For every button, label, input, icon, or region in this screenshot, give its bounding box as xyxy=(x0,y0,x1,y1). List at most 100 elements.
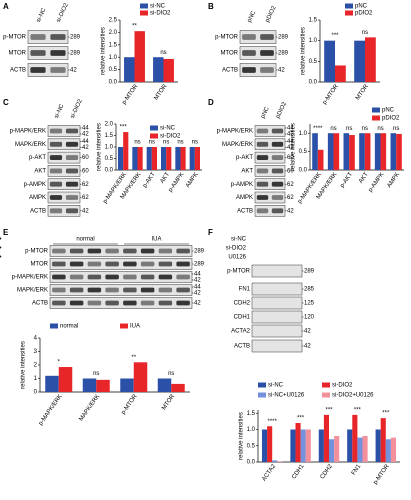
row-label: p-AMPK xyxy=(24,182,46,188)
bar xyxy=(312,133,318,170)
x-tick-label: p-AMPK xyxy=(368,172,386,194)
band xyxy=(49,155,63,161)
y-tick-label: 1.0 xyxy=(105,145,114,151)
row-label: MAPK/ERK xyxy=(222,142,253,148)
row-label: p-AKT xyxy=(29,155,46,161)
bar xyxy=(375,429,381,462)
bar xyxy=(58,367,73,392)
bar xyxy=(324,40,335,82)
bar xyxy=(359,133,365,170)
treatment-sign: - xyxy=(0,255,1,261)
legend-swatch xyxy=(258,392,266,398)
y-tick-label: 2.5 xyxy=(109,18,118,24)
y-tick-label: 1.5 xyxy=(309,18,318,24)
significance: ns xyxy=(393,126,399,132)
bar xyxy=(137,147,143,170)
size-label: 62 xyxy=(287,195,294,201)
legend-swatch xyxy=(140,10,148,16)
band xyxy=(256,128,269,134)
band xyxy=(271,128,284,134)
row-label: MTOR xyxy=(8,51,26,57)
x-tick-label: AMPK xyxy=(386,172,401,189)
blot-frame xyxy=(47,125,81,137)
band xyxy=(69,248,84,254)
significance: ns xyxy=(160,50,166,56)
bar xyxy=(194,147,200,170)
legend-label: si-DIO2 xyxy=(160,134,181,140)
y-tick-label: 4 xyxy=(34,336,38,342)
panel-label: A xyxy=(3,2,9,11)
legend-swatch xyxy=(258,382,266,388)
band xyxy=(50,67,66,73)
bar xyxy=(334,436,340,462)
size-label: 42 xyxy=(278,68,285,74)
group-label: IUA xyxy=(151,237,161,243)
size-label: 42 xyxy=(304,344,311,350)
legend-label: si-DIO2+U0126 xyxy=(332,393,374,399)
row-label: p-AKT xyxy=(236,155,253,161)
blot-frame xyxy=(47,138,81,151)
row-label: p-MAPK/ERK xyxy=(10,129,46,135)
band xyxy=(87,261,102,267)
x-tick-label: p-MAPK/ERK xyxy=(38,394,64,427)
x-tick-label: p-MTOR xyxy=(121,393,139,416)
size-label: 42 xyxy=(194,278,201,284)
significance: ns xyxy=(362,30,368,36)
bar xyxy=(380,418,386,462)
size-label: 44 xyxy=(82,126,89,132)
legend-swatch xyxy=(322,382,330,388)
band xyxy=(242,34,256,40)
band xyxy=(69,287,84,293)
band xyxy=(140,248,155,254)
legend-swatch xyxy=(372,107,380,113)
band xyxy=(69,274,84,280)
size-label: 289 xyxy=(304,269,315,275)
band xyxy=(65,155,79,161)
y-tick-label: 0.0 xyxy=(105,168,114,174)
treatment-sign: - xyxy=(0,237,1,243)
size-label: 42 xyxy=(194,291,201,297)
bar xyxy=(364,133,371,170)
y-axis-label: relative intensities xyxy=(21,341,27,389)
legend-swatch xyxy=(150,125,158,131)
x-tick-label: p-AKT xyxy=(142,171,157,189)
band xyxy=(242,50,256,56)
legend-label: si-NC+U0126 xyxy=(268,393,305,399)
significance: ns xyxy=(330,126,336,132)
y-tick-label: 3 xyxy=(34,349,38,355)
row-label: ACTA2 xyxy=(231,329,251,335)
y-tick-label: 0.5 xyxy=(309,59,318,65)
band xyxy=(158,300,173,306)
bar xyxy=(118,147,124,170)
bar xyxy=(153,57,164,82)
row-label: AMPK xyxy=(236,195,253,201)
row-label: MAPK/ERK xyxy=(15,142,46,148)
x-tick-label: CDH2 xyxy=(320,463,335,480)
band xyxy=(260,34,274,40)
bar xyxy=(161,147,167,170)
legend-swatch xyxy=(50,323,58,329)
band xyxy=(176,274,190,280)
bar xyxy=(335,65,346,82)
y-axis-label: relative intensities xyxy=(301,27,307,75)
row-label: AMPK xyxy=(29,195,46,201)
bar xyxy=(374,133,381,170)
bar xyxy=(120,378,134,392)
band xyxy=(256,155,269,161)
x-tick-label: MTOR xyxy=(153,83,168,101)
bar xyxy=(390,133,397,170)
size-label: 42 xyxy=(82,132,89,138)
bar xyxy=(327,133,334,170)
significance: ns xyxy=(149,140,155,146)
bar xyxy=(343,133,350,170)
band xyxy=(176,287,190,293)
band xyxy=(140,300,155,306)
band xyxy=(271,195,284,200)
band xyxy=(65,195,79,200)
significance: ns xyxy=(134,140,140,146)
band xyxy=(87,287,102,293)
band xyxy=(30,67,46,73)
size-label: 44 xyxy=(194,272,201,278)
blot-frame xyxy=(251,296,303,310)
size-label: 285 xyxy=(304,287,315,293)
